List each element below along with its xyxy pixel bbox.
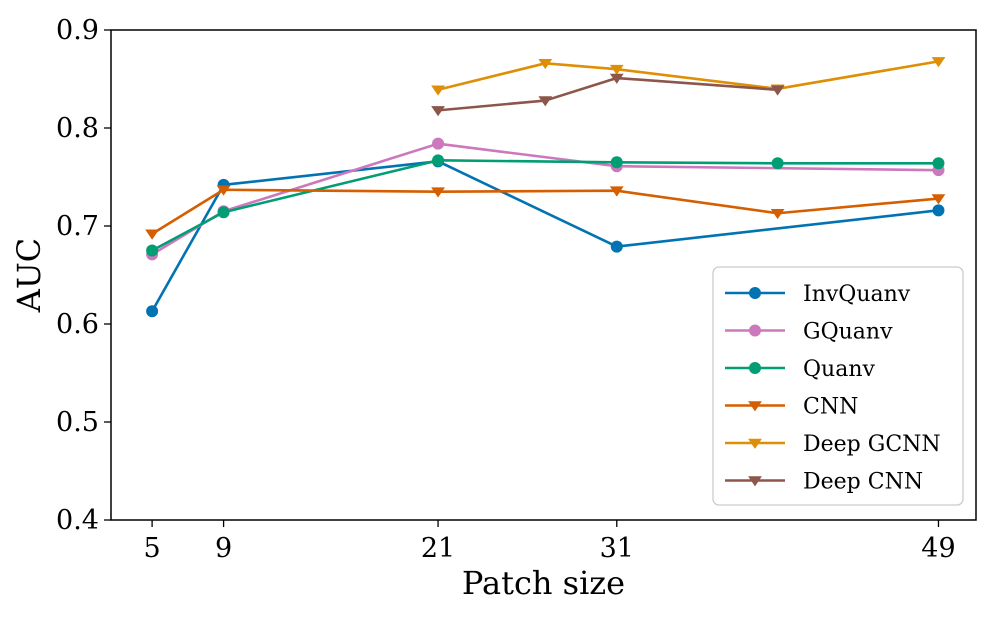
legend-label: CNN <box>803 395 858 420</box>
data-point <box>609 73 624 84</box>
legend: InvQuanv GQuanv Quanv CNN Deep GCNN Deep CNN <box>712 266 964 506</box>
data-point <box>432 137 445 150</box>
legend-label: GQuanv <box>803 320 893 345</box>
data-point <box>431 187 445 198</box>
axes-frame <box>110 29 977 521</box>
legend-label: Deep GCNN <box>803 432 941 457</box>
data-point <box>770 208 785 220</box>
data-point <box>431 85 445 96</box>
x-tick-label: 31 <box>600 533 634 564</box>
series-line <box>436 60 940 92</box>
x-axis-title: Patch size <box>462 564 625 602</box>
y-axis-title: AUC <box>10 238 48 314</box>
series-quanv <box>146 154 945 257</box>
data-point <box>770 85 785 96</box>
data-point <box>216 185 231 196</box>
data-point <box>538 96 553 107</box>
legend-entry: Deep GCNN <box>725 432 941 457</box>
legend-marker <box>749 287 761 299</box>
y-tick-label: 0.9 <box>56 15 99 46</box>
x-tick-label: 21 <box>421 533 455 564</box>
data-point <box>609 186 624 197</box>
series-line <box>150 188 940 236</box>
legend-label: Quanv <box>803 357 875 382</box>
x-tick-label: 49 <box>921 533 955 564</box>
y-tick-label: 0.6 <box>56 309 99 340</box>
data-point <box>931 194 946 205</box>
legend-marker <box>748 476 762 487</box>
plot-area <box>145 57 946 318</box>
data-point <box>431 106 445 117</box>
legend-entry: GQuanv <box>725 320 893 345</box>
y-tick-label: 0.5 <box>56 407 99 438</box>
legend-label: Deep CNN <box>803 470 923 495</box>
legend-entry: Quanv <box>725 357 875 382</box>
series-line <box>436 76 779 112</box>
legend-box <box>712 266 964 506</box>
x-tick-label: 9 <box>215 533 232 564</box>
legend-marker <box>749 362 761 374</box>
data-point <box>610 156 623 169</box>
x-tick-label: 5 <box>144 533 161 564</box>
data-point <box>217 206 230 219</box>
data-point <box>932 204 945 217</box>
legend-marker <box>748 401 762 412</box>
data-point <box>538 59 553 70</box>
series-gquanv <box>146 137 945 261</box>
legend-entry: CNN <box>725 395 858 420</box>
data-point <box>931 57 946 68</box>
y-tick-label: 0.4 <box>56 505 99 536</box>
legend-marker <box>749 324 761 337</box>
legend-marker <box>748 438 762 449</box>
data-point <box>610 240 623 253</box>
legend-entry: InvQuanv <box>725 282 911 307</box>
data-point <box>145 229 160 240</box>
data-point <box>146 305 159 318</box>
y-tick-label: 0.7 <box>56 211 99 242</box>
legend-label: InvQuanv <box>803 282 911 307</box>
data-point <box>771 157 784 170</box>
data-point <box>146 244 159 257</box>
series-deep-gcnn <box>431 57 946 96</box>
series-line <box>150 159 940 252</box>
series-cnn <box>145 185 946 240</box>
y-tick-label: 0.8 <box>56 113 99 144</box>
data-point <box>932 157 945 170</box>
data-point <box>432 154 445 167</box>
data-point <box>609 64 624 76</box>
axes: 5 9 21 31 49 0.4 0.5 0.6 0.7 0.8 0.9 Patch size AUC <box>10 15 977 602</box>
series-deep-cnn <box>431 73 785 117</box>
legend-entry: Deep CNN <box>725 470 923 495</box>
